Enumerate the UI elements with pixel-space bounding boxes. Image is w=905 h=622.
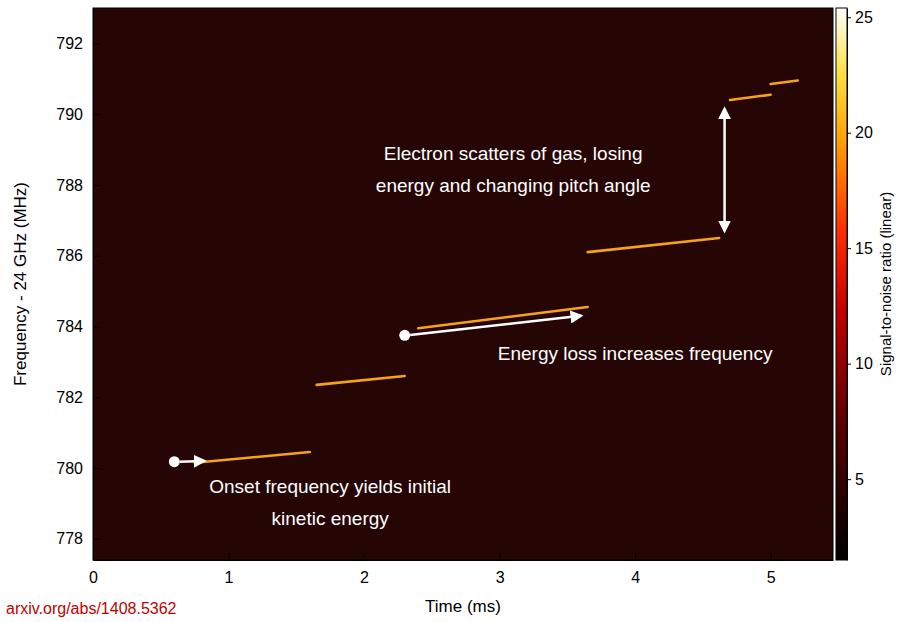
track [730, 95, 771, 100]
annotation-text: Energy loss increases frequency [498, 343, 773, 364]
y-tick-label: 788 [56, 177, 83, 194]
annotation-arrow [180, 460, 204, 463]
y-tick-mark [93, 397, 100, 398]
y-tick-mark [93, 185, 100, 186]
colorbar-tick: 10 [847, 355, 873, 372]
y-axis-title: Frequency - 24 GHz (MHz) [11, 182, 30, 386]
annotation-arrow [723, 109, 726, 231]
colorbar-tick-label: 25 [855, 9, 873, 26]
colorbar-axis-line [847, 9, 848, 561]
colorbar-tick: 5 [847, 471, 864, 488]
colorbar [836, 8, 847, 560]
annotation-text: Electron scatters of gas, losing [384, 143, 643, 164]
colorbar-tick: 20 [847, 124, 873, 141]
annotations: Onset frequency yields initial kinetic en… [169, 109, 773, 529]
y-tick-label: 782 [56, 389, 83, 406]
y-tick-label: 780 [56, 460, 83, 477]
x-tick-label: 3 [496, 569, 505, 586]
x-tick-mark [364, 553, 365, 560]
colorbar-tick-label: 10 [855, 355, 873, 372]
annotation-arrow [410, 316, 581, 335]
y-tick-label: 792 [56, 35, 83, 52]
colorbar-tick-label: 15 [855, 240, 873, 257]
colorbar-tick-mark [847, 248, 851, 249]
annotation-dot [169, 456, 180, 467]
y-tick-mark [93, 468, 100, 469]
y-tick-mark [93, 256, 100, 257]
colorbar-axis: 5 10 15 20 25 [847, 9, 873, 561]
x-tick: 3 [496, 553, 505, 586]
track [317, 376, 405, 385]
x-tick-mark [771, 553, 772, 560]
annotation-text: energy and changing pitch angle [376, 175, 651, 196]
x-tick: 5 [767, 553, 776, 586]
y-tick-label: 786 [56, 247, 83, 264]
plot-frame [93, 8, 833, 560]
annotation-dot [399, 330, 410, 341]
colorbar-tick-mark [847, 364, 851, 365]
source: arxiv.org/abs/1408.5362 [6, 600, 177, 617]
colorbar-tick-mark [847, 133, 851, 134]
x-tick-label: 4 [631, 569, 640, 586]
x-tick-mark [229, 553, 230, 560]
tracks [195, 81, 798, 463]
track [195, 452, 310, 463]
y-tick-mark [93, 539, 100, 540]
colorbar-tick-label: 20 [855, 124, 873, 141]
plot-background [93, 8, 833, 560]
colorbar-tick: 15 [847, 240, 873, 257]
x-tick-label: 5 [767, 569, 776, 586]
y-tick-label: 790 [56, 106, 83, 123]
colorbar-tick-label: 5 [855, 471, 864, 488]
y-tick-mark [93, 326, 100, 327]
colorbar-tick-mark [847, 479, 851, 480]
y-tick-mark [93, 43, 100, 44]
colorbar-tick: 25 [847, 9, 873, 26]
x-tick-mark [500, 553, 501, 560]
y-tick-mark [93, 114, 100, 115]
x-tick: 4 [631, 553, 640, 586]
annotation-text: kinetic energy [272, 508, 390, 529]
x-tick: 1 [225, 553, 234, 586]
track [588, 238, 719, 252]
annotation-text: Onset frequency yields initial [209, 476, 451, 497]
x-tick-label: 0 [89, 569, 98, 586]
colorbar-tick-mark [847, 17, 851, 18]
chart: 0 1 2 3 4 5 778 780 782 784 786 788 790 792 Time (ms) F… [0, 0, 905, 622]
y-tick-label: 784 [56, 318, 83, 335]
x-tick-mark [635, 553, 636, 560]
x-tick-label: 2 [360, 569, 369, 586]
x-axis-title: Time (ms) [425, 597, 501, 616]
y-tick-label: 778 [56, 530, 83, 547]
colorbar-title: Signal-to-noise ratio (linear) [877, 192, 894, 376]
track [771, 81, 798, 85]
x-axis: 0 1 2 3 4 5 [89, 553, 833, 586]
x-tick: 2 [360, 553, 369, 586]
x-tick-label: 1 [225, 569, 234, 586]
